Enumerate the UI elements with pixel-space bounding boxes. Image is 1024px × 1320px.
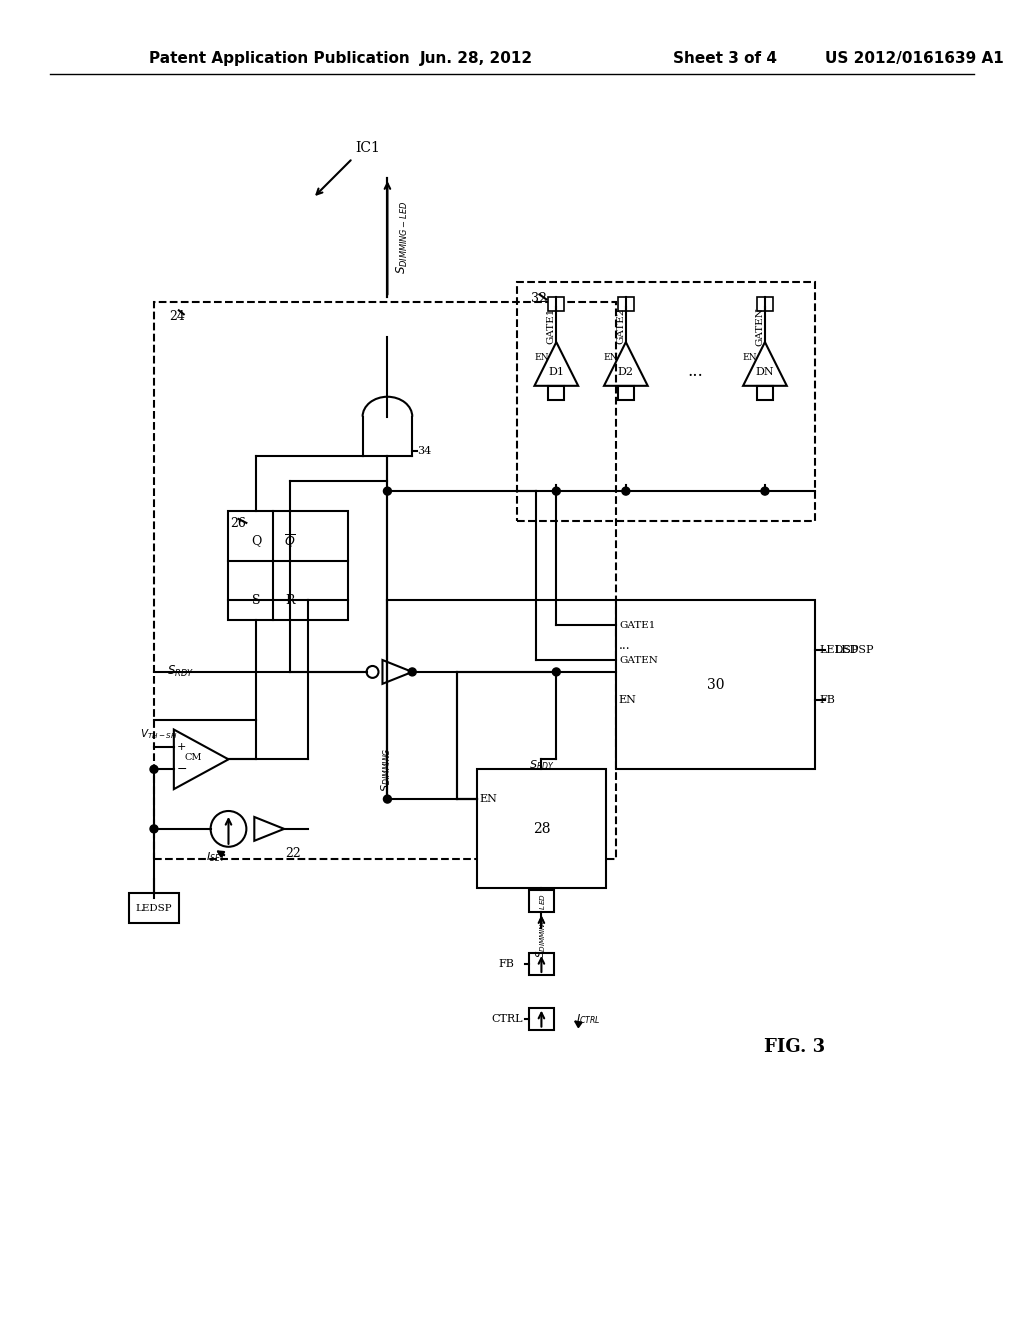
Bar — [549, 297, 564, 312]
Text: GATE1: GATE1 — [618, 620, 655, 630]
Circle shape — [150, 825, 158, 833]
Text: $V_{TH-SH}$: $V_{TH-SH}$ — [140, 727, 178, 742]
Text: $S_{DIMMING-LED}$: $S_{DIMMING-LED}$ — [535, 894, 548, 958]
Text: EN: EN — [480, 795, 498, 804]
Circle shape — [552, 487, 560, 495]
Text: GATEN: GATEN — [756, 308, 765, 346]
Text: LEDSP: LEDSP — [835, 645, 873, 655]
Text: CM: CM — [185, 752, 203, 762]
Text: $S_{RDY}$: $S_{RDY}$ — [167, 664, 194, 680]
Text: 26: 26 — [230, 517, 247, 529]
Bar — [528, 1007, 554, 1030]
Bar — [154, 302, 615, 859]
Text: FIG. 3: FIG. 3 — [764, 1039, 825, 1056]
Text: LEDSP: LEDSP — [819, 645, 859, 655]
Text: 32: 32 — [531, 293, 548, 305]
Bar — [617, 297, 634, 312]
Bar — [477, 770, 606, 888]
Text: 28: 28 — [532, 822, 550, 836]
Text: $\overline{Q}$: $\overline{Q}$ — [285, 532, 296, 549]
Bar — [615, 601, 815, 770]
Text: Q: Q — [251, 535, 261, 548]
Text: GATEN: GATEN — [618, 656, 657, 664]
Text: ...: ... — [618, 639, 631, 652]
Text: 34: 34 — [417, 446, 431, 457]
Text: FB: FB — [819, 694, 836, 705]
Text: $S_{DIMMING-LED}$: $S_{DIMMING-LED}$ — [395, 201, 411, 275]
Text: EN: EN — [742, 352, 758, 362]
Bar — [228, 511, 348, 620]
Text: D1: D1 — [548, 367, 564, 378]
Text: +: + — [177, 742, 186, 752]
Text: FB: FB — [499, 960, 515, 969]
Text: Sheet 3 of 4: Sheet 3 of 4 — [673, 51, 777, 66]
Bar — [528, 953, 554, 975]
Text: Jun. 28, 2012: Jun. 28, 2012 — [420, 51, 534, 66]
Text: $I_{SET}$: $I_{SET}$ — [207, 850, 226, 863]
Text: S: S — [252, 594, 260, 607]
Text: CTRL: CTRL — [490, 1014, 522, 1023]
Text: IC1: IC1 — [355, 141, 380, 156]
Text: $S_{DIMMING}$: $S_{DIMMING}$ — [380, 747, 393, 792]
Circle shape — [761, 487, 769, 495]
Bar — [617, 385, 634, 400]
Bar — [528, 891, 554, 912]
Text: EN: EN — [604, 352, 618, 362]
Circle shape — [552, 668, 560, 676]
Text: LEDSP: LEDSP — [135, 904, 172, 913]
Text: EN: EN — [618, 694, 637, 705]
Circle shape — [622, 487, 630, 495]
Text: 22: 22 — [286, 847, 301, 861]
Bar — [549, 385, 564, 400]
Text: 24: 24 — [169, 310, 184, 323]
Circle shape — [409, 668, 416, 676]
Text: Patent Application Publication: Patent Application Publication — [150, 51, 410, 66]
Bar — [129, 894, 179, 923]
Text: ...: ... — [687, 363, 703, 380]
Text: DN: DN — [756, 367, 774, 378]
Text: −: − — [176, 763, 187, 776]
Text: 30: 30 — [707, 678, 724, 692]
Circle shape — [150, 766, 158, 774]
Text: GATE1: GATE1 — [547, 308, 556, 343]
Bar — [516, 282, 815, 521]
Bar — [757, 297, 773, 312]
Circle shape — [383, 487, 391, 495]
Text: EN: EN — [535, 352, 549, 362]
Text: $S_{RDY}$: $S_{RDY}$ — [528, 759, 554, 772]
Text: US 2012/0161639 A1: US 2012/0161639 A1 — [824, 51, 1004, 66]
Bar — [757, 385, 773, 400]
Text: $I_{CTRL}$: $I_{CTRL}$ — [577, 1011, 601, 1026]
Text: GATE2: GATE2 — [616, 308, 626, 343]
Text: D2: D2 — [617, 367, 634, 378]
Circle shape — [383, 795, 391, 803]
Text: R: R — [286, 594, 295, 607]
